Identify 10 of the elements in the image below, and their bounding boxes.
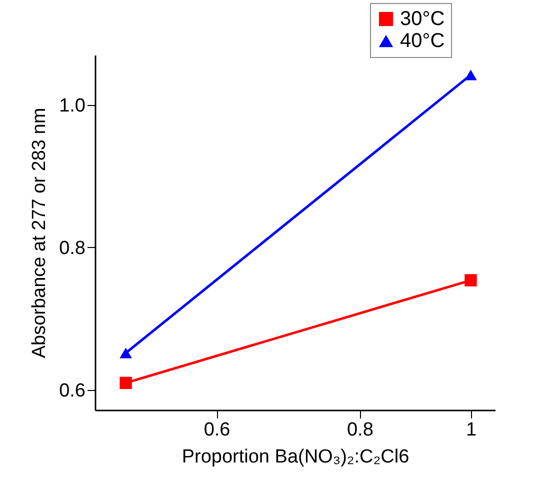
x-tick-label: 1	[466, 420, 477, 440]
legend-label: 40°C	[400, 30, 445, 52]
legend-label: 30°C	[400, 8, 445, 30]
y-tick-label: 0.8	[59, 238, 86, 259]
x-tick-label: 0.6	[204, 420, 230, 440]
y-tick-label: 1.0	[59, 95, 86, 116]
y-tick-label: 0.6	[59, 380, 86, 402]
x-tick-label: 0.8	[346, 420, 374, 440]
x-axis-title: Proportion Ba(NO₃)₂:C₂Cl6	[182, 446, 410, 468]
y-axis-title: Absorbance at 277 or 283 nm	[29, 108, 50, 358]
